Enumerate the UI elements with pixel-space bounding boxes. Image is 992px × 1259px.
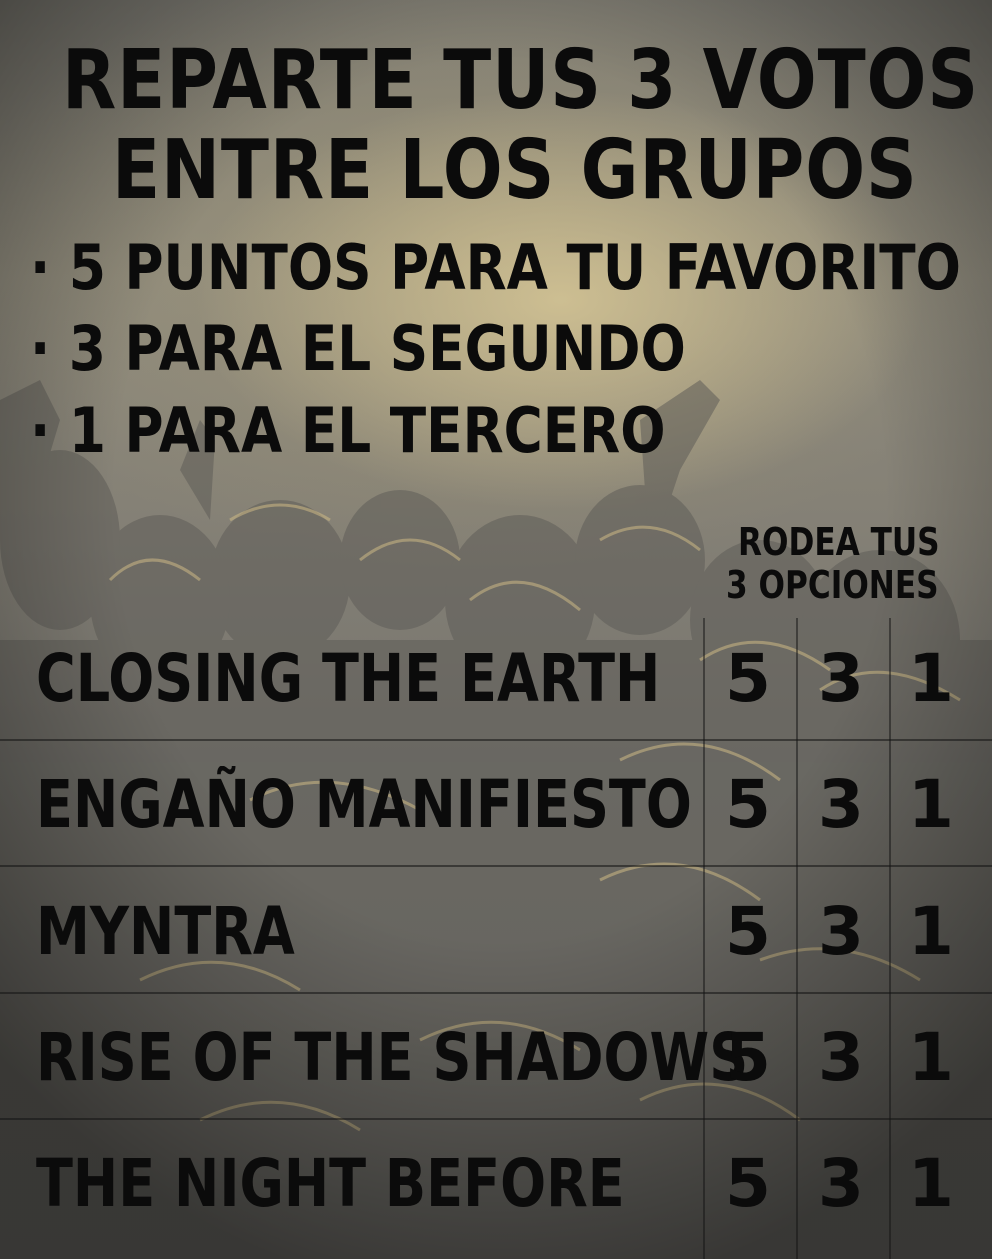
band-name: THE NIGHT BEFORE bbox=[36, 1145, 625, 1222]
vote-option-5[interactable]: 5 bbox=[725, 1019, 771, 1096]
rule-first-place: · 5 PUNTOS PARA TU FAVORITO bbox=[30, 231, 961, 304]
vote-option-1[interactable]: 1 bbox=[908, 1145, 954, 1222]
vote-option-3[interactable]: 3 bbox=[818, 766, 864, 843]
vote-option-1[interactable]: 1 bbox=[908, 766, 954, 843]
vote-option-3[interactable]: 3 bbox=[818, 1019, 864, 1096]
row-divider bbox=[0, 739, 992, 741]
band-name: CLOSING THE EARTH bbox=[36, 640, 661, 717]
rule-second-place: · 3 PARA EL SEGUNDO bbox=[30, 312, 686, 385]
row-divider bbox=[0, 865, 992, 867]
vote-option-1[interactable]: 1 bbox=[908, 1019, 954, 1096]
vote-option-1[interactable]: 1 bbox=[908, 893, 954, 970]
title-line-1: REPARTE TUS 3 VOTOS bbox=[62, 33, 980, 128]
column-divider bbox=[889, 618, 891, 1259]
column-divider bbox=[796, 618, 798, 1259]
vote-option-1[interactable]: 1 bbox=[908, 640, 954, 717]
rule-third-place: · 1 PARA EL TERCERO bbox=[30, 394, 666, 467]
vote-option-5[interactable]: 5 bbox=[725, 640, 771, 717]
instruction-line-2: 3 OPCIONES bbox=[726, 563, 939, 607]
vote-option-5[interactable]: 5 bbox=[725, 893, 771, 970]
vote-option-5[interactable]: 5 bbox=[725, 1145, 771, 1222]
vote-option-3[interactable]: 3 bbox=[818, 893, 864, 970]
band-name: RISE OF THE SHADOWS bbox=[36, 1019, 749, 1096]
row-divider bbox=[0, 1118, 992, 1120]
vote-option-5[interactable]: 5 bbox=[725, 766, 771, 843]
band-name: ENGAÑO MANIFIESTO bbox=[36, 766, 692, 843]
vote-option-3[interactable]: 3 bbox=[818, 640, 864, 717]
vote-option-3[interactable]: 3 bbox=[818, 1145, 864, 1222]
band-name: MYNTRA bbox=[36, 893, 295, 970]
instruction-line-1: RODEA TUS bbox=[738, 520, 940, 564]
column-divider bbox=[703, 618, 705, 1259]
title-line-2: ENTRE LOS GRUPOS bbox=[112, 123, 918, 218]
row-divider bbox=[0, 992, 992, 994]
